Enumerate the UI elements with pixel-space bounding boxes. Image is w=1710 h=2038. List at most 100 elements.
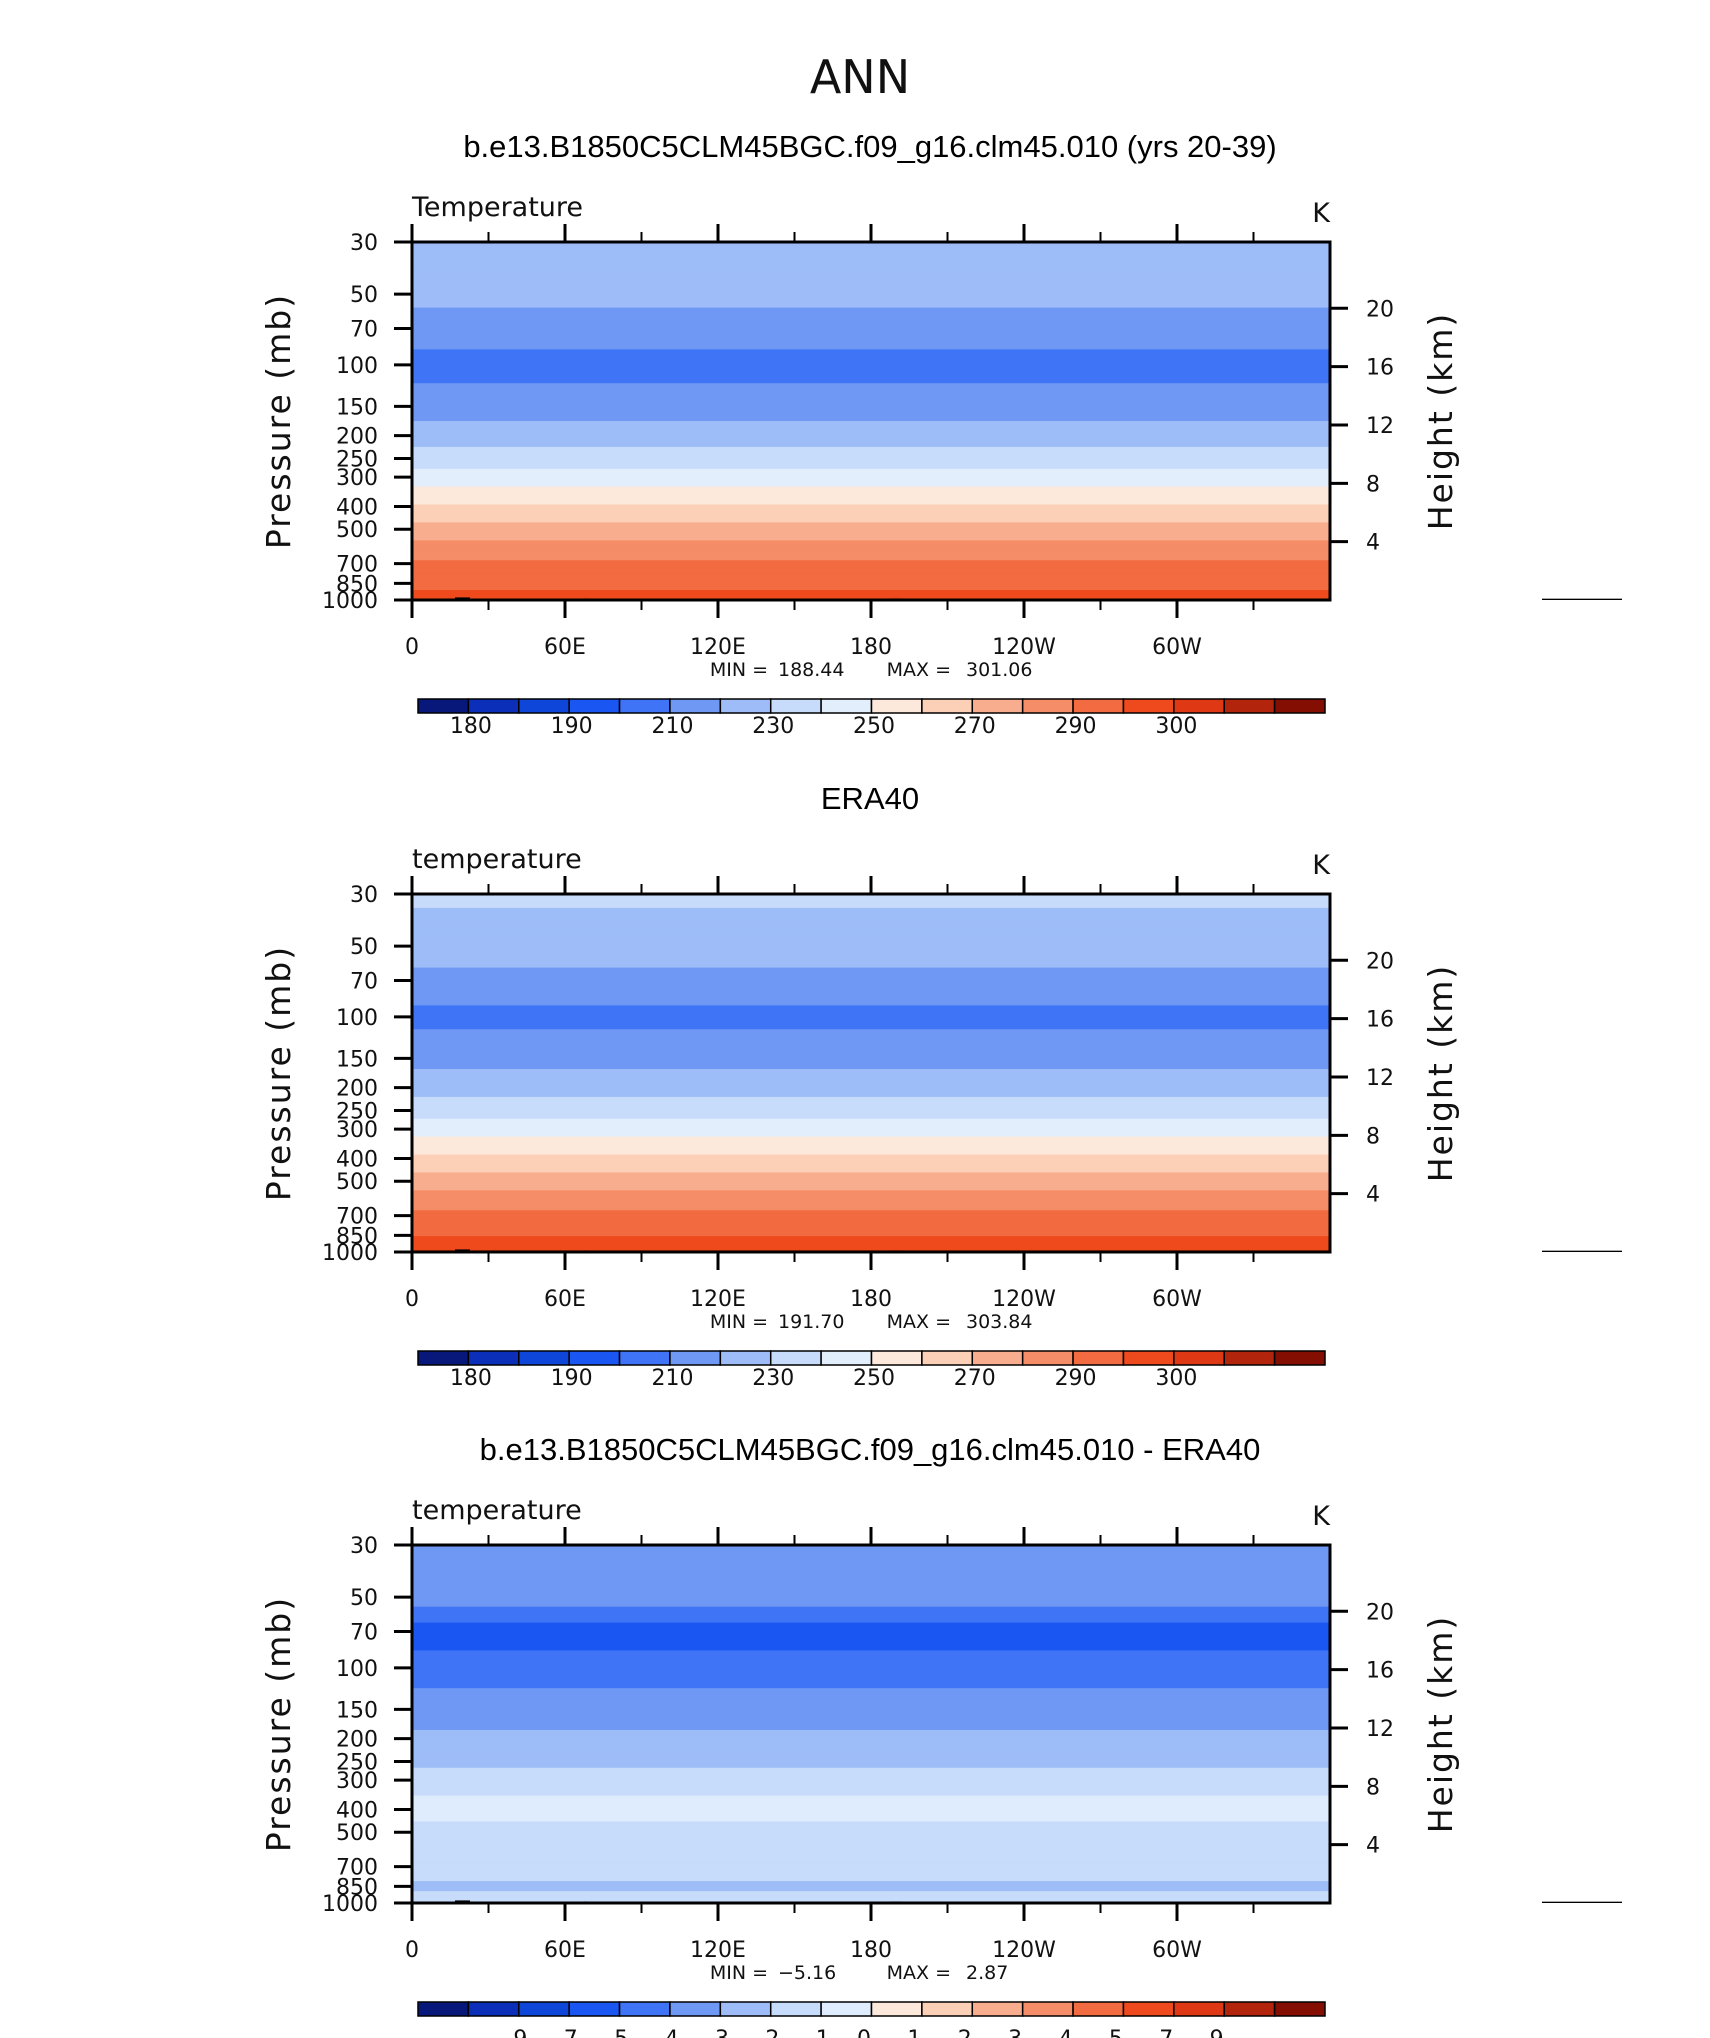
contour-band xyxy=(412,456,1330,460)
y2-tick-label: 4 xyxy=(1366,1183,1380,1208)
contour-band xyxy=(412,911,1330,915)
colorbar-box xyxy=(971,2001,1024,2017)
contour-band xyxy=(412,1590,1330,1594)
contour-band xyxy=(412,1029,1330,1032)
contour-band xyxy=(412,1007,1330,1010)
colorbar-label: −4 xyxy=(646,2027,678,2038)
contour-band xyxy=(412,444,1330,448)
colorbar-label: 1 xyxy=(907,2027,921,2038)
contour-band xyxy=(412,1710,1330,1713)
colorbar: 180 190 210 230 250 270 290 300 xyxy=(417,1350,1326,1391)
contour-band xyxy=(412,550,1330,553)
contour-band xyxy=(412,1580,1330,1584)
contour-band xyxy=(412,1889,1330,1892)
contour-band xyxy=(412,1570,1330,1574)
y-tick-label: 250 xyxy=(336,447,378,472)
colorbar-label: 300 xyxy=(1155,714,1197,739)
contour-band xyxy=(412,544,1330,547)
topography-block xyxy=(1542,1250,1622,1252)
contour-band xyxy=(412,1598,1330,1602)
contour-band xyxy=(412,269,1330,273)
contour-band xyxy=(412,1618,1330,1622)
colorbar: −9 −7 −5 −4 −3 −2 −1 0 1 2 3 4 5 7 9 xyxy=(417,2001,1326,2038)
contour-band xyxy=(412,1164,1330,1168)
contour-band xyxy=(412,526,1330,529)
contour-band xyxy=(412,1614,1330,1618)
panel-1: b.e13.B1850C5CLM45BGC.f09_g16.clm45.010 … xyxy=(259,129,1622,739)
contour-band xyxy=(412,1546,1330,1550)
contour-band xyxy=(412,1110,1330,1114)
contour-band xyxy=(412,1140,1330,1144)
contour-band xyxy=(412,1843,1330,1846)
x-tick-label: 0 xyxy=(405,635,419,660)
contour-band xyxy=(412,528,1330,531)
contour-band xyxy=(412,446,1330,450)
contour-band xyxy=(412,367,1330,370)
contour-band xyxy=(412,1094,1330,1098)
contour-band xyxy=(412,1552,1330,1556)
x-tick-label: 180 xyxy=(850,1287,892,1312)
contour-band xyxy=(412,1568,1330,1572)
contour-band xyxy=(412,355,1330,358)
contour-band xyxy=(412,1566,1330,1570)
contour-band xyxy=(412,945,1330,949)
contour-band xyxy=(412,474,1330,478)
colorbar-label: 290 xyxy=(1055,714,1097,739)
colorbar-box xyxy=(1273,698,1326,714)
contour-band xyxy=(412,961,1330,965)
y-tick-label: 400 xyxy=(336,495,378,520)
contour-band xyxy=(412,897,1330,901)
contour-band xyxy=(412,993,1330,997)
colorbar-box xyxy=(1173,1350,1225,1366)
contour-band xyxy=(412,1162,1330,1166)
contour-band xyxy=(412,309,1330,313)
contour-band xyxy=(412,1783,1330,1787)
colorbar-box xyxy=(1223,2001,1276,2017)
x-tick-label: 60W xyxy=(1152,1938,1202,1963)
contour-band xyxy=(412,560,1330,563)
contour-band xyxy=(412,1877,1330,1880)
colorbar-box xyxy=(568,2001,621,2017)
contour-band xyxy=(412,498,1330,502)
right-string: K xyxy=(1312,1501,1331,1532)
contour-band xyxy=(412,1084,1330,1088)
contour-band xyxy=(412,1803,1330,1807)
contour-band xyxy=(412,430,1330,434)
contour-band xyxy=(412,1666,1330,1669)
panel-title: ERA40 xyxy=(821,781,919,816)
contour-band xyxy=(412,1829,1330,1832)
contour-band xyxy=(412,1138,1330,1142)
contour-band xyxy=(412,385,1330,388)
y-tick-label: 700 xyxy=(336,1205,378,1230)
contour-band xyxy=(412,1114,1330,1118)
contour-band xyxy=(412,500,1330,504)
contour-band xyxy=(412,1246,1330,1249)
contour-band xyxy=(412,1055,1330,1058)
contour-band xyxy=(412,596,1330,599)
contour-band xyxy=(412,939,1330,943)
colorbar-box xyxy=(1173,2001,1225,2017)
contour-band xyxy=(412,1586,1330,1590)
contour-band xyxy=(412,1827,1330,1831)
contour-band xyxy=(412,562,1330,565)
topography-block xyxy=(1542,598,1622,600)
contour-band xyxy=(412,1716,1330,1719)
contour-band xyxy=(412,933,1330,937)
contour-band xyxy=(412,1867,1330,1870)
contour-band xyxy=(412,1871,1330,1874)
contour-band xyxy=(412,1076,1330,1080)
colorbar-box xyxy=(467,2001,520,2017)
contour-band xyxy=(412,542,1330,545)
y-tick-label: 700 xyxy=(336,553,378,578)
contour-band xyxy=(412,985,1330,989)
colorbar-label: −5 xyxy=(596,2027,628,2038)
contour-band xyxy=(412,411,1330,414)
contour-band xyxy=(412,1837,1330,1840)
contour-band xyxy=(412,1859,1330,1862)
colorbar-box xyxy=(1122,2001,1175,2017)
contour-band xyxy=(412,470,1330,474)
contour-band xyxy=(412,383,1330,386)
contour-band xyxy=(412,995,1330,999)
contour-band xyxy=(412,279,1330,283)
contour-band xyxy=(412,506,1330,510)
